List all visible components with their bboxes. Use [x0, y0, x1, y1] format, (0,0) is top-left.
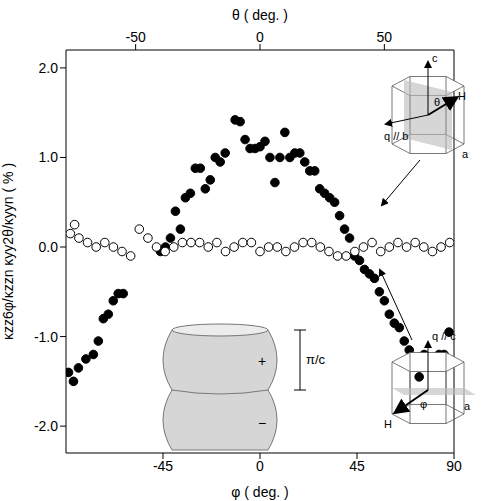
svg-text:0: 0: [256, 29, 264, 45]
svg-text:2.0: 2.0: [39, 60, 59, 76]
svg-text:κzz6φ/κzzn κyy2θ/κyyn ( % ): κzz6φ/κzzn κyy2θ/κyyn ( % ): [0, 163, 16, 340]
svg-text:a: a: [462, 148, 469, 160]
svg-text:0: 0: [256, 458, 264, 474]
svg-text:45: 45: [349, 458, 365, 474]
svg-text:+: +: [258, 353, 266, 369]
svg-text:θ: θ: [434, 96, 440, 108]
svg-text:φ: φ: [420, 398, 427, 410]
svg-text:φ ( deg. ): φ ( deg. ): [231, 484, 288, 500]
svg-text:q // b: q // b: [384, 130, 408, 142]
svg-text:-50: -50: [126, 29, 146, 45]
svg-text:c: c: [432, 52, 438, 64]
svg-text:1.0: 1.0: [39, 149, 59, 165]
svg-text:θ ( deg. ): θ ( deg. ): [232, 7, 288, 23]
svg-text:H: H: [384, 418, 392, 430]
svg-text:q // c: q // c: [432, 330, 456, 342]
svg-text:50: 50: [377, 29, 393, 45]
svg-text:0.0: 0.0: [39, 239, 59, 255]
svg-text:-1.0: -1.0: [34, 329, 58, 345]
svg-text:a: a: [464, 400, 471, 412]
svg-text:-2.0: -2.0: [34, 418, 58, 434]
svg-text:H: H: [458, 90, 466, 102]
svg-text:−: −: [258, 415, 266, 431]
svg-text:-45: -45: [153, 458, 173, 474]
svg-text:90: 90: [446, 458, 462, 474]
svg-text:π/c: π/c: [306, 352, 326, 367]
